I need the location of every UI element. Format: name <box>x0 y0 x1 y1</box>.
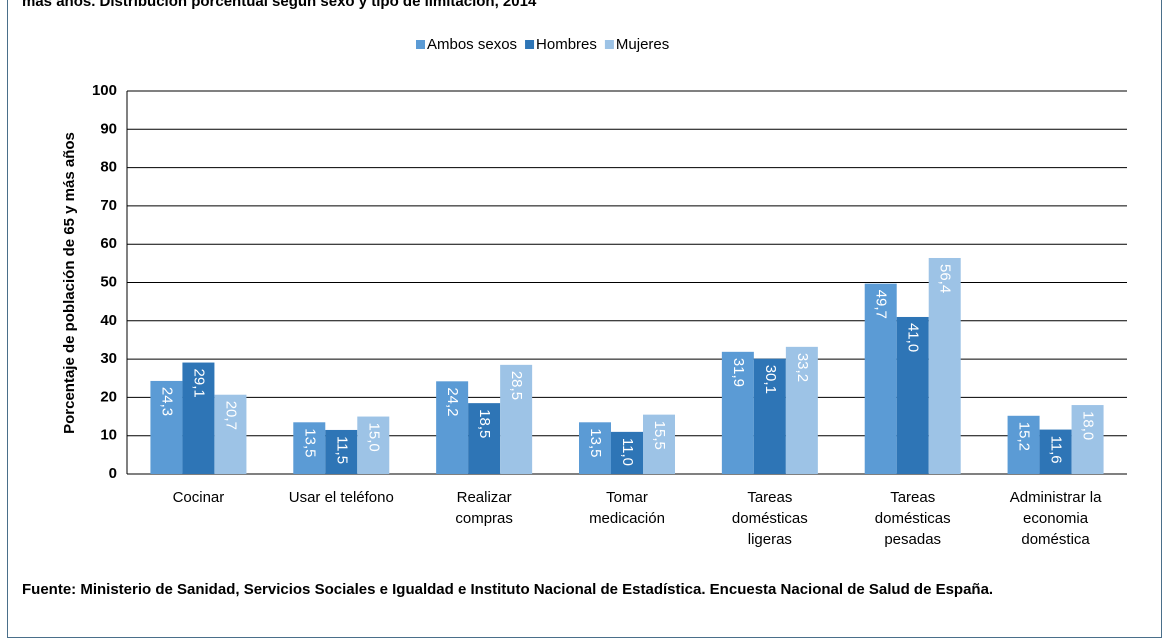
bar <box>357 416 390 474</box>
bar <box>150 380 183 474</box>
legend-swatch <box>604 40 614 49</box>
x-tick-label-line: doméstica <box>1021 531 1090 548</box>
y-tick-label: 70 <box>100 197 117 214</box>
value-label: 18,5 <box>476 409 493 438</box>
y-tick-label: 0 <box>109 465 117 482</box>
value-label: 29,1 <box>190 369 207 398</box>
value-label: 11,5 <box>333 436 350 464</box>
value-label: 15,0 <box>365 423 382 452</box>
x-tick-label-line: Tareas <box>747 489 792 506</box>
bar <box>611 431 643 474</box>
x-tick-label: Usar el teléfono <box>289 489 394 506</box>
chart-title: más años. Distribución porcentual según … <box>22 0 537 10</box>
legend-label: Hombres <box>536 36 597 53</box>
bar <box>500 364 533 474</box>
bar <box>182 362 215 474</box>
bar <box>214 394 247 474</box>
y-tick-label: 30 <box>100 350 117 367</box>
y-tick-label: 100 <box>92 82 117 99</box>
value-label: 18,0 <box>1080 411 1097 440</box>
y-tick-label: 60 <box>100 235 117 252</box>
value-label: 24,3 <box>158 387 175 416</box>
bar <box>468 403 501 474</box>
x-tick-label-line: pesadas <box>884 531 941 548</box>
bar <box>1039 429 1072 474</box>
y-tick-label: 20 <box>100 388 117 405</box>
source-note: Fuente: Ministerio de Sanidad, Servicios… <box>22 581 994 598</box>
bar <box>753 358 786 474</box>
x-tick-label-line: economia <box>1023 510 1089 527</box>
value-label: 31,9 <box>730 358 747 387</box>
bar <box>864 283 897 474</box>
x-tick-label: Cocinar <box>173 489 225 506</box>
x-tick-label-line: domésticas <box>875 510 951 527</box>
y-tick-label: 80 <box>100 159 117 176</box>
value-label: 49,7 <box>873 290 890 319</box>
y-tick-label: 50 <box>100 273 117 290</box>
bar <box>721 351 754 474</box>
y-axis-label: Porcentaje de población de 65 y más años <box>61 132 78 434</box>
value-label: 24,2 <box>444 387 461 416</box>
legend-swatch <box>525 40 535 49</box>
bar <box>643 414 675 474</box>
x-tick-label: Realizar compras <box>455 489 513 527</box>
x-tick-label-line: Tareas <box>890 489 935 506</box>
legend-label: Ambos sexos <box>427 36 517 53</box>
value-label: 30,1 <box>762 365 779 394</box>
x-tick-label-line: Administrar la <box>1010 489 1102 506</box>
bar <box>579 422 611 474</box>
x-tick-label-line: Realizar <box>457 489 512 506</box>
value-label: 20,7 <box>222 401 239 430</box>
y-tick-label: 10 <box>100 427 117 444</box>
bar <box>928 257 961 474</box>
x-tick-label-line: ligeras <box>748 531 792 548</box>
legend-swatch <box>416 40 425 49</box>
y-tick-label: 90 <box>100 120 117 137</box>
x-tick-label-line: Tomar <box>606 489 648 506</box>
bar <box>896 316 929 474</box>
x-tick-label-line: domésticas <box>732 510 808 527</box>
value-label: 56,4 <box>937 264 954 293</box>
bar <box>325 429 358 474</box>
bar <box>1007 415 1040 474</box>
value-label: 15,5 <box>651 421 668 450</box>
x-tick-label: Tareas domésticas ligeras <box>732 489 808 548</box>
bar <box>785 346 818 474</box>
value-label: 33,2 <box>794 353 811 382</box>
y-tick-label: 40 <box>100 312 117 329</box>
bar <box>293 422 326 474</box>
bar <box>436 381 469 474</box>
x-tick-label-line: Cocinar <box>173 489 225 506</box>
bar <box>1071 405 1104 474</box>
value-label: 13,5 <box>301 428 318 457</box>
value-label: 11,0 <box>619 438 636 466</box>
x-tick-label-line: medicación <box>589 510 665 527</box>
x-tick-label-line: compras <box>455 510 513 527</box>
value-label: 13,5 <box>587 428 604 457</box>
x-tick-label: Administrar la economia doméstica <box>1010 489 1102 548</box>
x-tick-label: Tomar medicación <box>589 489 665 527</box>
x-tick-label: Tareas domésticas pesadas <box>875 489 951 548</box>
value-label: 15,2 <box>1016 422 1033 451</box>
value-label: 28,5 <box>508 371 525 400</box>
value-label: 41,0 <box>905 323 922 352</box>
x-tick-label-line: Usar el teléfono <box>289 489 394 506</box>
legend-label: Mujeres <box>616 36 669 53</box>
value-label: 11,6 <box>1048 436 1065 464</box>
